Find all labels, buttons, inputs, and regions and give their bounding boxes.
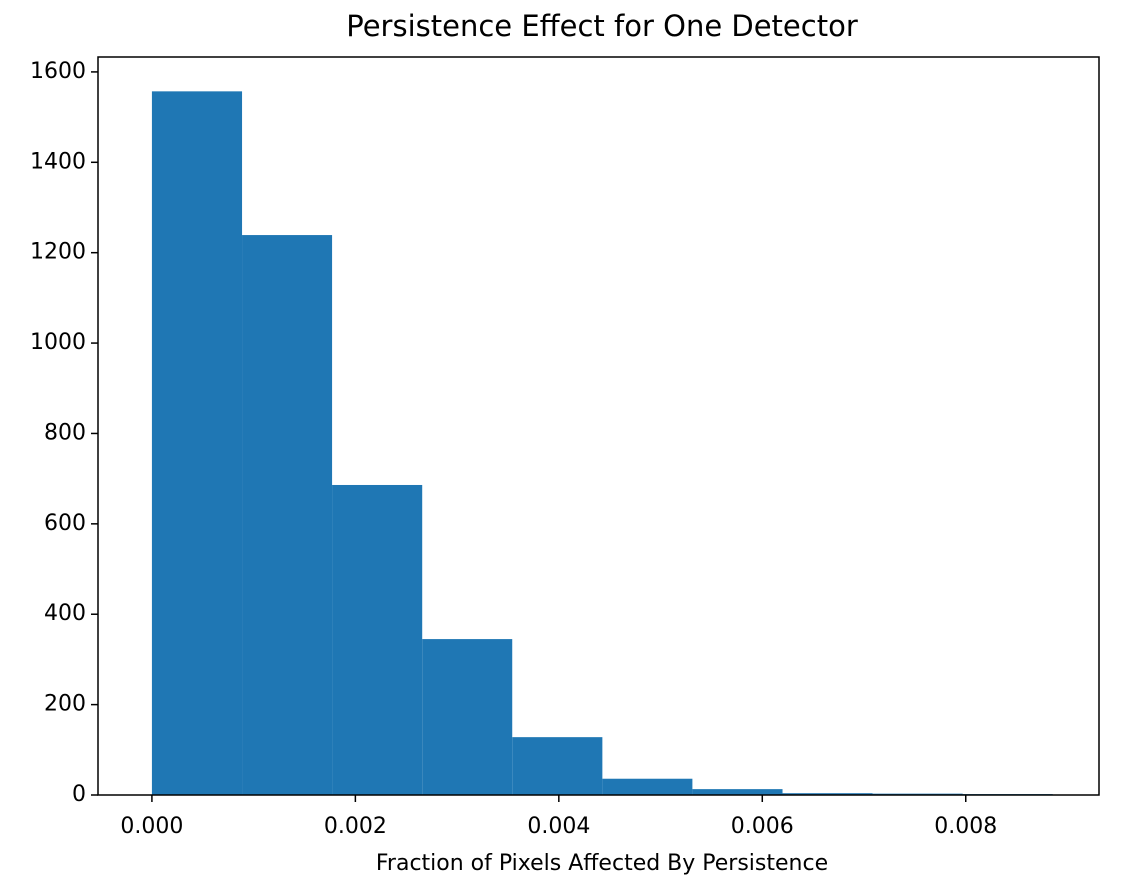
y-tick-label: 200 (44, 692, 86, 717)
y-tick-label: 1000 (30, 330, 86, 355)
y-tick-label: 1400 (30, 149, 86, 174)
x-tick-label: 0.002 (324, 814, 387, 839)
x-tick-label: 0.004 (527, 814, 590, 839)
plot-frame (97, 56, 1100, 796)
bar (782, 793, 873, 795)
x-tick-label: 0.008 (934, 814, 997, 839)
x-tick-label: 0.000 (120, 814, 183, 839)
bar (602, 778, 693, 795)
x-tick-label: 0.006 (731, 814, 794, 839)
bar (242, 235, 333, 796)
bar (422, 639, 513, 795)
y-tick-label: 600 (44, 511, 86, 536)
y-tick-label: 400 (44, 601, 86, 626)
y-tick-label: 1600 (30, 59, 86, 84)
bar (151, 91, 243, 795)
bar (512, 737, 603, 795)
chart-title: Persistence Effect for One Detector (346, 9, 858, 43)
y-tick-label: 800 (44, 420, 86, 445)
x-axis-label: Fraction of Pixels Affected By Persisten… (376, 851, 828, 876)
bar (692, 789, 783, 795)
bar (332, 484, 423, 795)
y-tick-label: 1200 (30, 240, 86, 265)
y-tick-label: 0 (72, 782, 86, 807)
